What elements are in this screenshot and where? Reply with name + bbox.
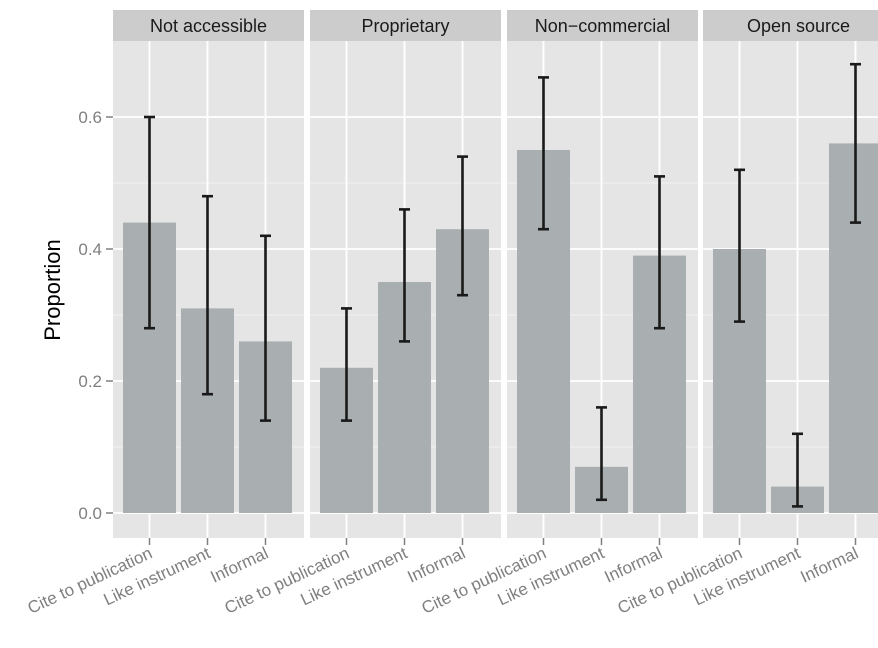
panel-strip bbox=[310, 10, 501, 41]
y-axis: 0.0 0.2 0.4 0.6 bbox=[78, 108, 113, 523]
panel-strip-label: Open source bbox=[747, 16, 850, 36]
y-tick-label: 0.6 bbox=[78, 108, 102, 127]
error-bar bbox=[538, 76, 549, 231]
panel-strip bbox=[113, 10, 304, 41]
error-bar bbox=[596, 406, 607, 502]
error-bar bbox=[399, 208, 410, 343]
y-axis-title: Proportion bbox=[40, 239, 65, 341]
panel-strip bbox=[507, 10, 698, 41]
panel-strip bbox=[703, 10, 878, 41]
error-bar bbox=[457, 155, 468, 297]
x-tick-label: Informal bbox=[797, 543, 861, 586]
bar bbox=[829, 143, 878, 513]
x-tick-label: Informal bbox=[404, 543, 468, 586]
x-tick-label: Informal bbox=[601, 543, 665, 586]
panel-0: Not accessible bbox=[113, 10, 304, 538]
y-tick-label: 0.2 bbox=[78, 372, 102, 391]
error-bar bbox=[792, 432, 803, 508]
error-bar bbox=[654, 175, 665, 330]
error-bar bbox=[202, 194, 213, 396]
panel-strip-label: Proprietary bbox=[361, 16, 449, 36]
error-bar bbox=[341, 307, 352, 422]
panel-3: Open source bbox=[703, 10, 878, 538]
y-tick-label: 0.4 bbox=[78, 240, 102, 259]
y-tick-label: 0.0 bbox=[78, 504, 102, 523]
x-tick-label: Informal bbox=[207, 543, 271, 586]
panel-1: Proprietary bbox=[310, 10, 501, 538]
error-bar bbox=[734, 168, 745, 323]
panels: Not accessible Proprietary Non−commercial O… bbox=[113, 10, 878, 538]
panel-2: Non−commercial bbox=[507, 10, 698, 538]
panel-strip-label: Non−commercial bbox=[535, 16, 671, 36]
panel-strip-label: Not accessible bbox=[150, 16, 267, 36]
error-bar bbox=[144, 115, 155, 330]
error-bar bbox=[260, 234, 271, 422]
error-bar bbox=[850, 62, 861, 224]
